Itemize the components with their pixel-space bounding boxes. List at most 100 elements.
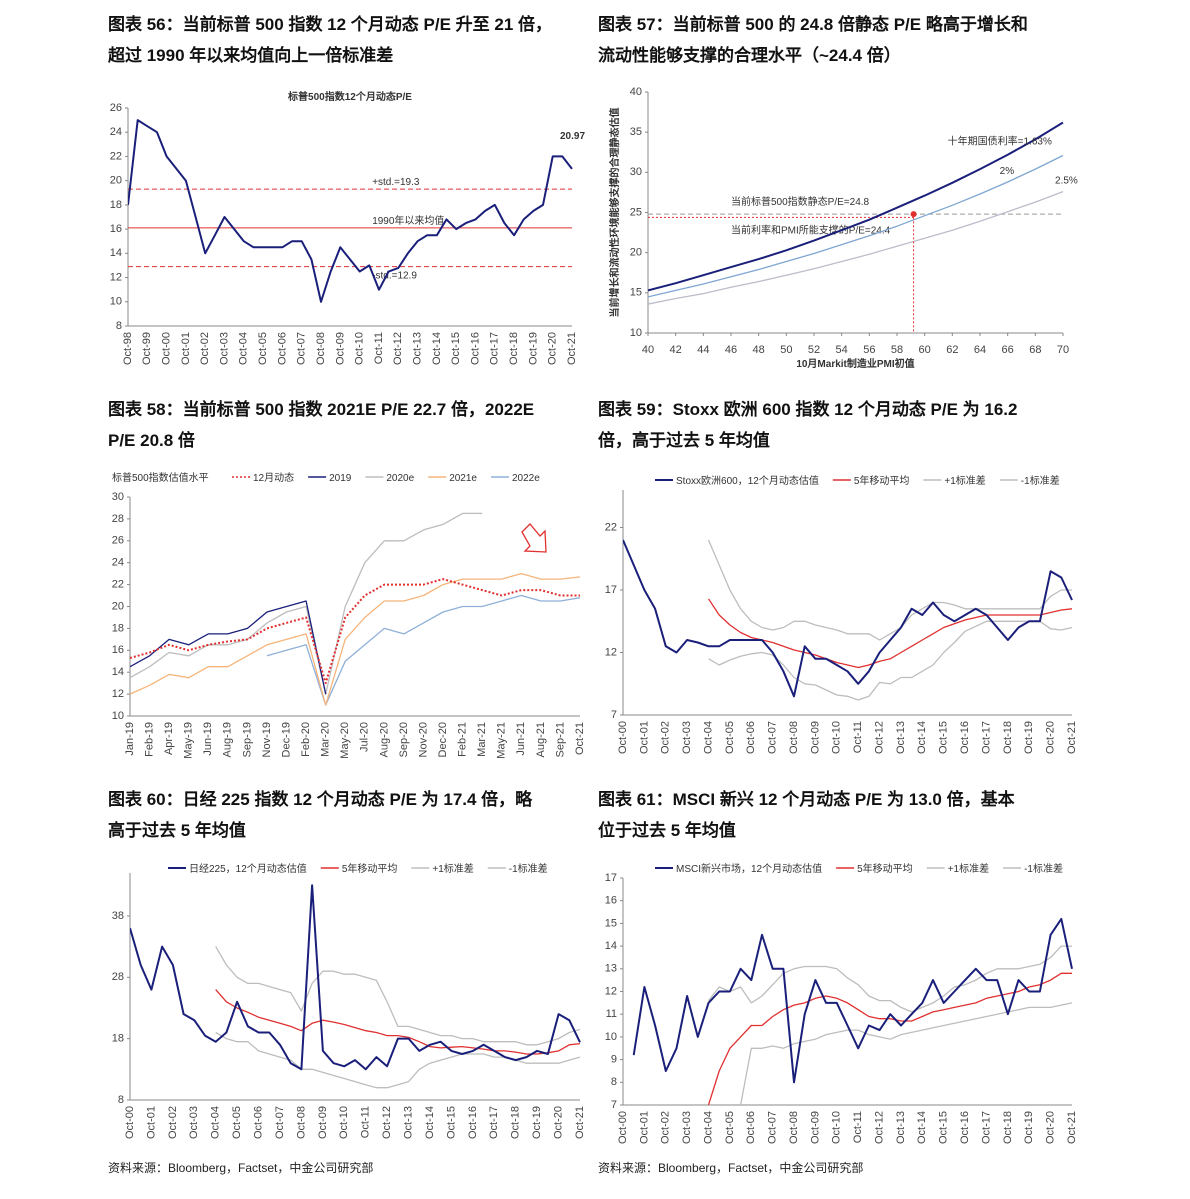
y-tick-label: 22 [605,521,617,533]
x-tick-label: 70 [1057,344,1069,356]
y-tick-label: 26 [110,102,122,114]
x-tick-label: 68 [1029,344,1041,356]
x-tick-label: Oct-16 [469,332,481,365]
reference-point [910,211,917,218]
x-tick-label: Oct-06 [745,1111,757,1144]
x-tick-label: Feb-19 [143,722,155,757]
legend-label: 2019 [329,473,352,484]
series-line [623,539,1073,698]
x-tick-label: 62 [946,344,958,356]
x-tick-label: Oct-03 [681,1111,693,1144]
end-label: 20.97 [560,131,585,142]
series-line [215,1031,581,1089]
x-tick-label: Dec-19 [280,722,292,757]
x-tick-label: 60 [919,344,931,356]
legend-label: 12月动态 [253,471,294,484]
x-tick-label: Nov-20 [417,722,429,757]
x-tick-label: Oct-07 [767,1111,779,1144]
y-tick-label: 20 [112,600,124,612]
x-tick-label: Oct-18 [1002,721,1014,754]
arrow-icon [521,523,547,553]
x-tick-label: Oct-00 [161,332,173,365]
chart-caption: 图表 58：当前标普 500 指数 2021E P/E 22.7 倍，2022E [108,399,534,419]
x-tick-label: Oct-03 [218,332,230,365]
x-tick-label: Oct-12 [381,1106,393,1139]
legend-label: -1标准差 [1024,862,1063,875]
legend-label: 2021e [449,473,477,484]
series-line [648,121,1064,292]
x-tick-label: Oct-19 [1023,721,1035,754]
series-line [708,620,1073,701]
x-tick-label: Oct-17 [489,332,501,365]
x-tick-label: Feb-20 [300,722,312,757]
y-tick-label: 24 [112,557,124,569]
x-tick-label: Oct-07 [296,332,308,365]
chart-caption: 倍，高于过去 5 年均值 [598,430,770,450]
x-tick-label: Oct-04 [702,1111,714,1144]
reference-label: 当前标普500指数静态P/E=24.8 [731,195,870,208]
y-tick-label: 12 [112,688,124,700]
legend-label: 2020e [386,473,414,484]
x-axis-label: 10月Markit制造业PMI初值 [796,357,914,370]
x-tick-label: Oct-09 [809,721,821,754]
x-tick-label: Oct-21 [1066,721,1078,754]
x-tick-label: Oct-09 [809,1111,821,1144]
x-tick-label: Sep-20 [398,722,410,757]
y-tick-label: 15 [630,287,642,299]
x-tick-label: 54 [836,344,848,356]
series-line [707,539,1072,641]
x-tick-label: 42 [670,344,682,356]
x-tick-label: May-19 [183,722,195,759]
x-tick-label: 46 [725,344,737,356]
y-tick-label: 38 [112,910,124,922]
y-tick-label: 7 [611,1099,617,1111]
series-line [707,945,1072,1013]
x-tick-label: 52 [808,344,820,356]
x-tick-label: Oct-04 [702,721,714,754]
reference-label: -std.=12.9 [372,271,417,282]
x-tick-label: Oct-05 [231,1106,243,1139]
x-tick-label: Oct-21 [1066,1111,1078,1144]
y-tick-label: 26 [112,535,124,547]
series-line [130,512,483,695]
x-tick-label: Jan-19 [124,722,136,756]
chart-caption: 图表 61：MSCI 新兴 12 个月动态 P/E 为 13.0 倍，基本 [598,789,1015,809]
y-tick-label: 22 [110,150,122,162]
y-tick-label: 18 [112,1033,124,1045]
x-tick-label: Oct-98 [122,332,134,365]
y-tick-label: 16 [605,895,617,907]
x-tick-label: Oct-07 [274,1106,286,1139]
x-tick-label: Oct-14 [431,332,443,365]
x-tick-label: Oct-03 [188,1106,200,1139]
x-tick-label: Oct-01 [180,332,192,365]
chart-title: 标普500指数12个月动态P/E [287,90,412,103]
x-tick-label: Oct-11 [360,1106,372,1138]
x-tick-label: Apr-19 [163,722,175,755]
legend-label: -1标准差 [509,862,548,875]
x-tick-label: Oct-08 [315,332,327,365]
source-note: 资料来源：Bloomberg，Factset，中金公司研究部 [598,1160,863,1175]
series-line [130,572,581,706]
x-tick-label: Oct-14 [916,721,928,754]
y-tick-label: 12 [110,271,122,283]
chart-caption: 位于过去 5 年均值 [598,820,736,840]
y-axis-label: 标普500指数估值水平 [112,471,209,484]
y-tick-label: 10 [112,710,124,722]
chart-caption: 图表 60：日经 225 指数 12 个月动态 P/E 为 17.4 倍，略 [108,789,533,809]
y-tick-label: 30 [112,491,124,503]
x-tick-label: Oct-19 [527,332,539,365]
series-line [130,578,580,685]
series-label: 2% [1000,166,1015,177]
series-line [632,917,1073,1084]
x-tick-label: Oct-17 [980,1111,992,1144]
x-tick-label: Oct-09 [317,1106,329,1139]
x-tick-label: Oct-00 [617,721,629,754]
chart-caption: P/E 20.8 倍 [108,430,195,450]
x-tick-label: Oct-12 [873,721,885,754]
x-tick-label: Oct-08 [788,721,800,754]
x-tick-label: Oct-12 [873,1111,885,1144]
x-tick-label: Jun-21 [515,722,527,756]
series-line [648,190,1064,305]
x-tick-label: Oct-13 [895,721,907,754]
